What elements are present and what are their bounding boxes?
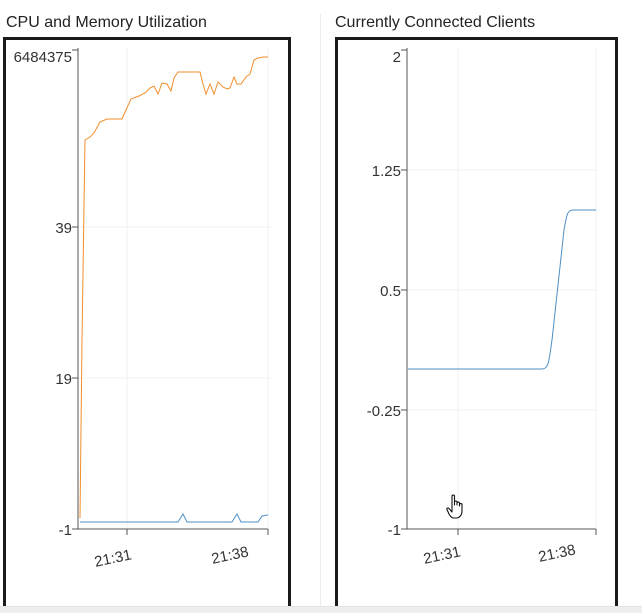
y-tick-label: 39 <box>55 220 72 237</box>
y-tick-label: -1 <box>59 522 72 539</box>
y-tick-label: 0.5 <box>380 283 401 300</box>
grid <box>77 48 271 530</box>
y-tick-label: 19 <box>55 371 72 388</box>
y-tick-label: -1 <box>388 522 401 539</box>
x-tick-label: 21:31 <box>93 546 133 570</box>
cpu-series-line <box>80 512 269 523</box>
cpu-memory-panel: 6484375 39 19 -1 21:31 21:38 <box>3 37 291 606</box>
horizontal-scrollbar[interactable] <box>0 606 642 613</box>
y-tick-label: -0.25 <box>367 403 401 420</box>
y-tick-label: 1.25 <box>372 163 401 180</box>
connected-clients-chart: 2 1.25 0.5 -0.25 -1 21:31 21:38 <box>367 48 597 568</box>
hand-cursor-icon <box>446 494 466 525</box>
x-tick-label: 21:38 <box>537 541 577 565</box>
panel-divider <box>320 14 321 606</box>
x-tick-label: 21:38 <box>210 543 250 567</box>
grid <box>406 48 597 530</box>
x-tick-label: 21:31 <box>422 543 462 567</box>
cpu-memory-title: CPU and Memory Utilization <box>6 14 207 31</box>
y-tick-label: 6484375 <box>14 49 72 66</box>
cpu-memory-chart: 6484375 39 19 -1 21:31 21:38 <box>14 48 271 571</box>
y-tick-label: 2 <box>393 49 401 66</box>
connected-clients-title: Currently Connected Clients <box>335 14 536 31</box>
clients-series-line <box>408 209 596 370</box>
memory-series-line <box>79 56 268 519</box>
connected-clients-panel: 2 1.25 0.5 -0.25 -1 21:31 21:38 <box>335 37 618 606</box>
